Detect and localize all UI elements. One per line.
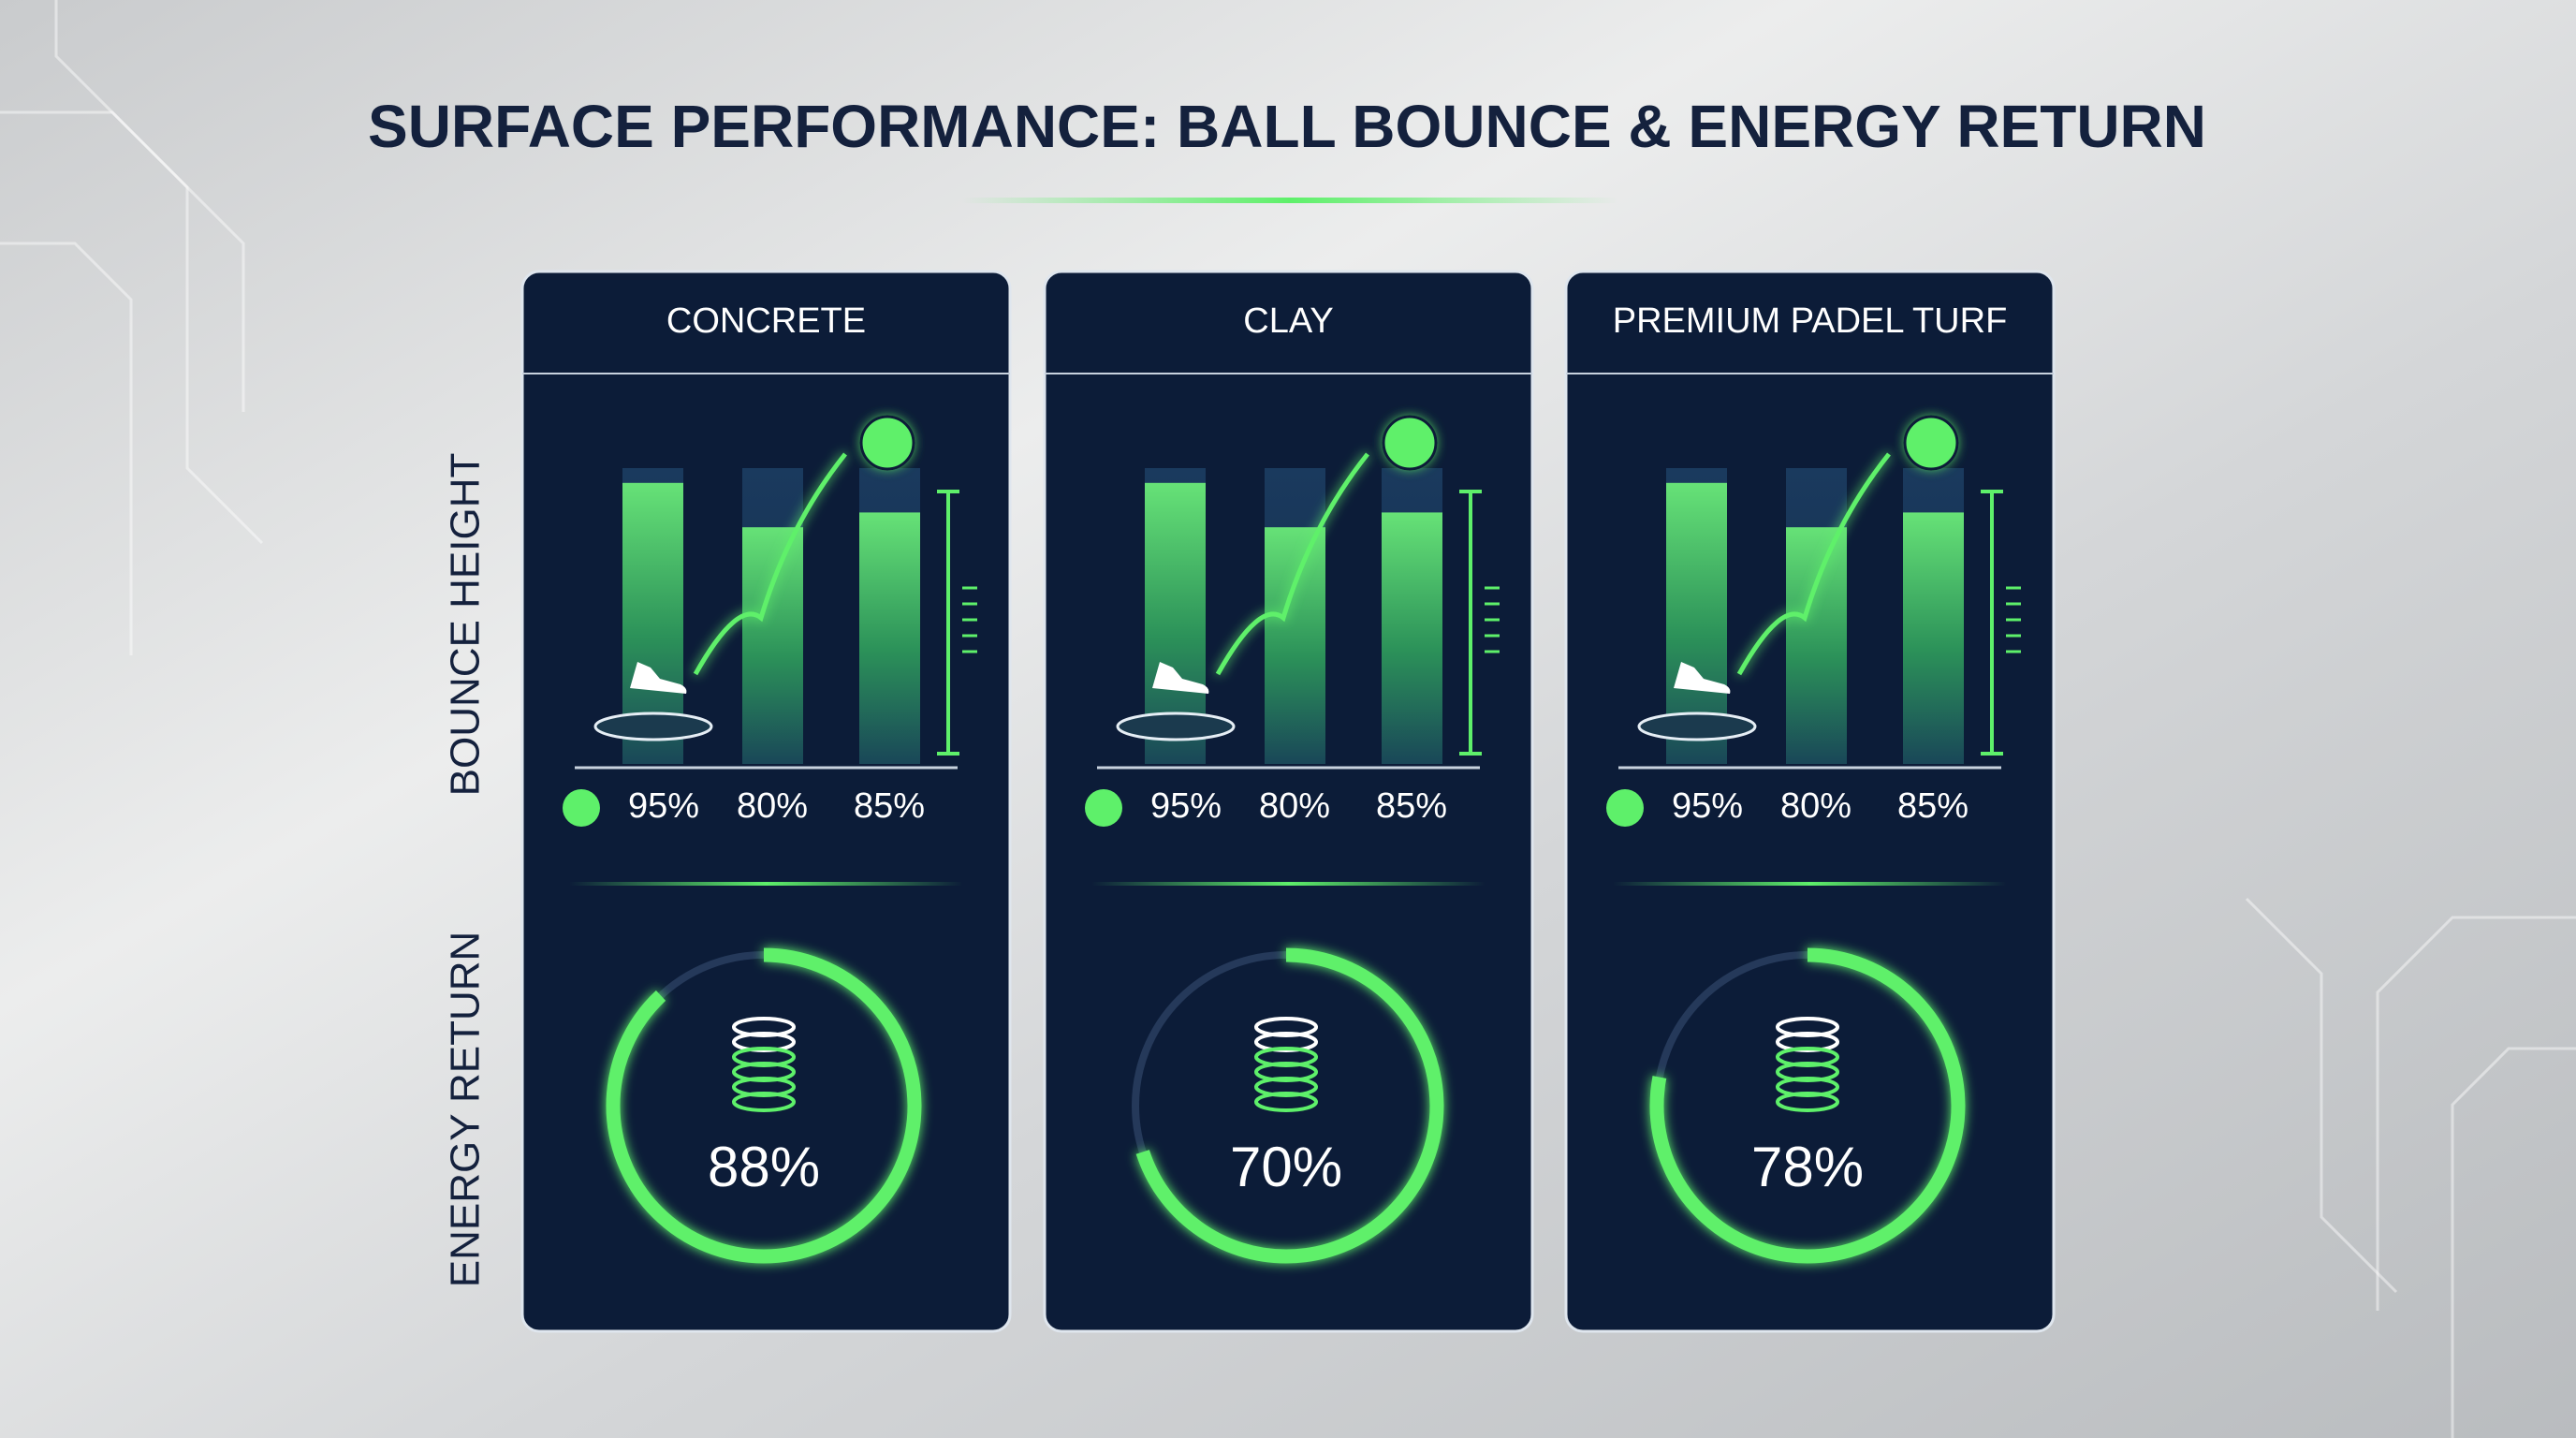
ball-icon bbox=[1382, 415, 1438, 471]
platform bbox=[1637, 712, 1757, 741]
panel-divider bbox=[1091, 882, 1486, 886]
row-label: BOUNCE HEIGHT bbox=[443, 453, 489, 797]
bar bbox=[859, 512, 920, 764]
panel-title: PREMIUM PADEL TURF bbox=[1613, 301, 2008, 341]
panel-title: CONCRETE bbox=[666, 301, 866, 341]
value-label: 80% bbox=[1780, 786, 1852, 826]
value-label: 95% bbox=[628, 786, 699, 826]
panel-divider bbox=[1613, 882, 2007, 886]
panel-title: CLAY bbox=[1243, 301, 1333, 341]
spring-icon bbox=[732, 1092, 796, 1112]
value-label: 85% bbox=[854, 786, 925, 826]
bar bbox=[1903, 512, 1964, 764]
donut-label: 70% bbox=[1230, 1136, 1342, 1198]
value-label: 85% bbox=[1376, 786, 1447, 826]
ball-icon bbox=[1903, 415, 1959, 471]
spring-icon bbox=[1776, 1092, 1839, 1112]
bounce-arc bbox=[693, 452, 847, 676]
donut-arc bbox=[606, 947, 922, 1264]
title-underline bbox=[961, 198, 1618, 203]
value-label: 85% bbox=[1897, 786, 1969, 826]
shoe-icon bbox=[1674, 662, 1731, 694]
value-label: 80% bbox=[1259, 786, 1330, 826]
title: SURFACE PERFORMANCE: BALL BOUNCE & ENERG… bbox=[368, 93, 2206, 160]
shoe-icon bbox=[1152, 662, 1209, 694]
platform bbox=[593, 712, 713, 741]
bounce-arc bbox=[1736, 452, 1891, 676]
panel-divider bbox=[569, 882, 963, 886]
value-label: 95% bbox=[1150, 786, 1222, 826]
donut-label: 78% bbox=[1751, 1136, 1864, 1198]
bar bbox=[1786, 527, 1847, 764]
bounce-arc bbox=[1215, 452, 1369, 676]
ball-icon bbox=[859, 415, 915, 471]
row-label: ENERGY RETURN bbox=[443, 932, 489, 1288]
platform bbox=[1116, 712, 1236, 741]
shoe-icon bbox=[630, 662, 687, 694]
bar bbox=[1382, 512, 1442, 764]
bar bbox=[1265, 527, 1325, 764]
value-label: 80% bbox=[737, 786, 808, 826]
donut-arc bbox=[1128, 947, 1444, 1264]
value-label: 95% bbox=[1672, 786, 1743, 826]
donut-label: 88% bbox=[708, 1136, 820, 1198]
bar bbox=[742, 527, 803, 764]
spring-icon bbox=[1254, 1092, 1318, 1112]
tennis-icon bbox=[1085, 789, 1122, 827]
tennis-icon bbox=[1606, 789, 1644, 827]
donut-arc bbox=[1649, 947, 1966, 1264]
tennis-icon bbox=[563, 789, 600, 827]
